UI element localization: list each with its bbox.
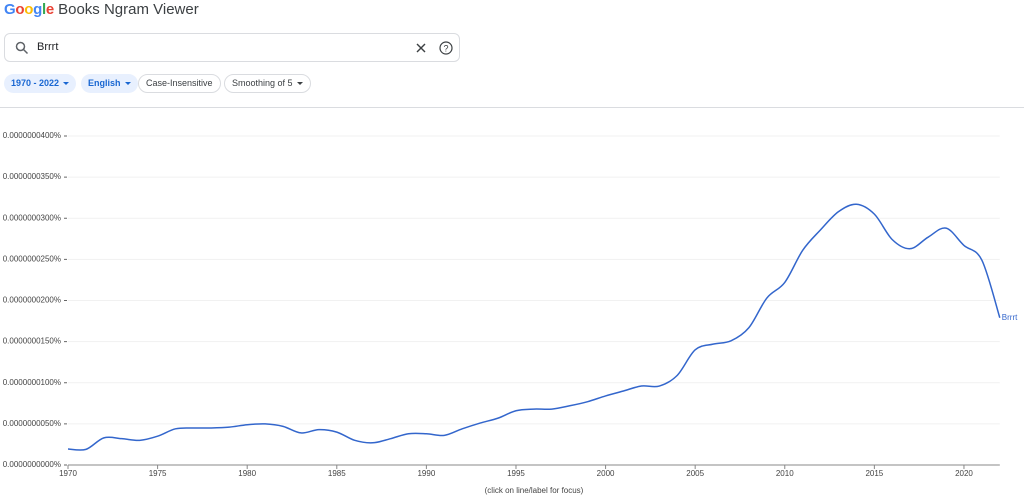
logo[interactable]: Google xyxy=(4,1,54,18)
search-box[interactable]: Brrrt ? xyxy=(4,33,460,62)
chip-label: English xyxy=(88,78,121,88)
help-button[interactable]: ? xyxy=(439,41,453,55)
chip-label: Smoothing of 5 xyxy=(232,78,293,88)
case-chip[interactable]: Case-Insensitive xyxy=(138,74,221,93)
smoothing-chip[interactable]: Smoothing of 5 xyxy=(224,74,311,93)
x-tick-label: 2000 xyxy=(597,469,615,478)
search-icon xyxy=(15,41,29,55)
search-query[interactable]: Brrrt xyxy=(37,41,59,53)
clear-button[interactable] xyxy=(415,42,427,54)
y-tick-label: 0.0000000250% xyxy=(3,254,61,263)
x-tick-label: 1980 xyxy=(238,469,256,478)
date-range-chip[interactable]: 1970 - 2022 xyxy=(4,74,77,93)
y-tick-label: 0.0000000300% xyxy=(3,213,61,222)
svg-text:?: ? xyxy=(443,44,448,54)
y-tick-label: 0.0000000100% xyxy=(3,378,61,387)
x-tick-label: 1990 xyxy=(417,469,435,478)
header: Google Books Ngram Viewer xyxy=(4,1,199,18)
y-tick-label: 0.0000000150% xyxy=(3,337,61,346)
x-tick-label: 1995 xyxy=(507,469,525,478)
series-label[interactable]: Brrrt xyxy=(1002,313,1018,322)
x-tick-label: 2015 xyxy=(865,469,883,478)
chip-label: Case-Insensitive xyxy=(146,78,213,88)
x-tick-label: 2010 xyxy=(776,469,794,478)
y-tick-label: 0.0000000050% xyxy=(3,419,61,428)
x-tick-label: 1975 xyxy=(149,469,167,478)
annotation: (click on line/label for focus) xyxy=(485,486,584,495)
app-title: Books Ngram Viewer xyxy=(58,1,199,18)
y-tick-label: 0.0000000350% xyxy=(3,172,61,181)
y-tick-label: 0.0000000000% xyxy=(3,460,61,469)
y-tick-label: 0.0000000200% xyxy=(3,296,61,305)
x-tick-label: 2005 xyxy=(686,469,704,478)
x-tick-label: 1970 xyxy=(59,469,77,478)
chip-label: 1970 - 2022 xyxy=(11,78,60,88)
corpus-chip[interactable]: English xyxy=(81,74,138,93)
x-tick-label: 1985 xyxy=(328,469,346,478)
y-tick-label: 0.0000000400% xyxy=(3,131,61,140)
series-line xyxy=(67,203,1001,451)
x-tick-label: 2020 xyxy=(955,469,973,478)
divider xyxy=(0,107,1024,108)
